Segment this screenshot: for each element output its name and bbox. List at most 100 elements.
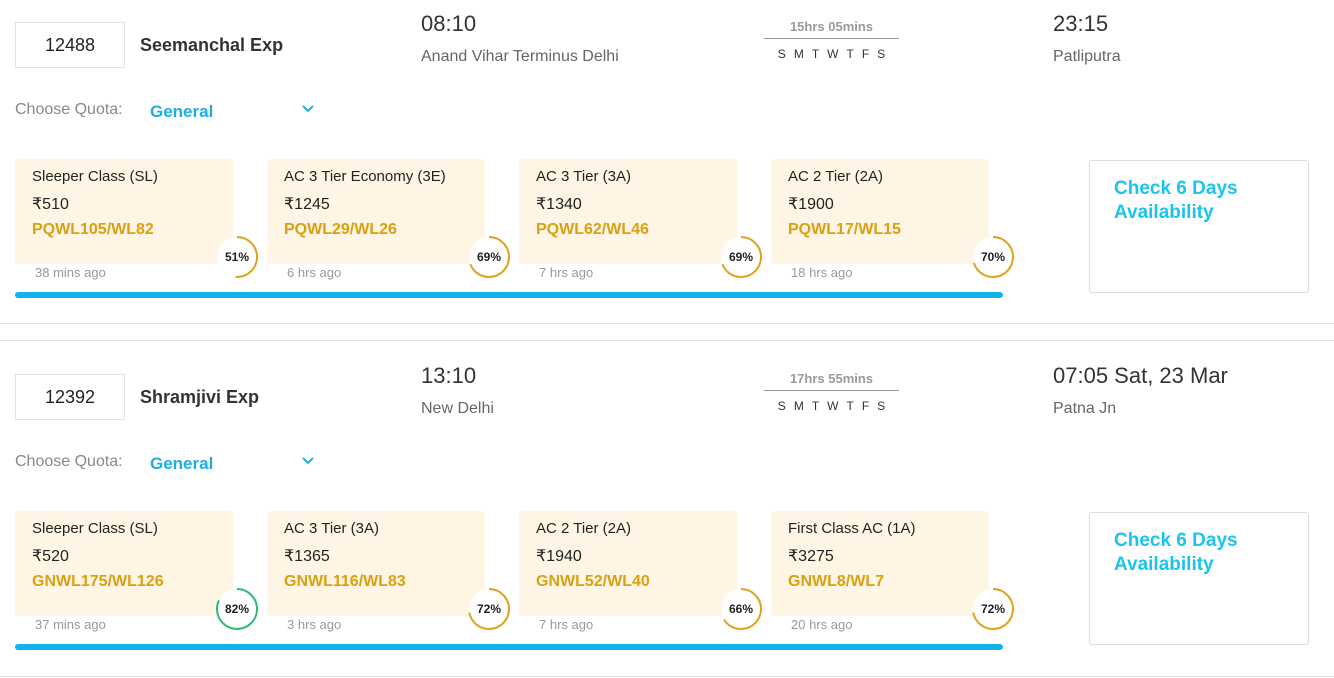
day: S [777, 399, 786, 413]
class-name: AC 2 Tier (2A) [788, 168, 884, 185]
train-number[interactable]: 12488 [15, 22, 125, 68]
departure-time: 08:10 [421, 11, 477, 36]
divider [0, 340, 1334, 341]
probability-text: 82% [224, 602, 250, 616]
class-card[interactable]: AC 2 Tier (2A) ₹1900 PQWL17/WL15 [771, 159, 989, 264]
chevron-down-icon[interactable] [301, 101, 315, 117]
probability-arc [468, 236, 510, 278]
confirm-probability-ring: 51% [214, 234, 260, 280]
day: S [777, 47, 786, 61]
class-card[interactable]: AC 2 Tier (2A) ₹1940 GNWL52/WL40 [519, 511, 737, 616]
day: T [811, 47, 820, 61]
quota-label: Choose Quota: [15, 101, 123, 118]
class-name: Sleeper Class (SL) [32, 168, 158, 185]
class-card[interactable]: AC 3 Tier Economy (3E) ₹1245 PQWL29/WL26 [267, 159, 485, 264]
class-price: ₹1245 [284, 196, 330, 213]
probability-text: 51% [224, 250, 250, 264]
day: W [827, 399, 839, 413]
progress-bar [15, 644, 1003, 650]
check-availability-button[interactable]: Check 6 Days Availability [1089, 160, 1309, 293]
availability-status: GNWL8/WL7 [788, 573, 884, 590]
probability-arc [972, 236, 1014, 278]
probability-text: 72% [476, 602, 502, 616]
probability-text: 69% [728, 250, 754, 264]
train-name[interactable]: Seemanchal Exp [140, 35, 284, 55]
day: S [877, 399, 886, 413]
quota-select[interactable]: General [150, 454, 214, 473]
availability-status: GNWL116/WL83 [284, 573, 406, 590]
train-number[interactable]: 12392 [15, 374, 125, 420]
progress-bar [15, 292, 1003, 298]
class-card[interactable]: AC 3 Tier (3A) ₹1340 PQWL62/WL46 [519, 159, 737, 264]
check-availability-button[interactable]: Check 6 Days Availability [1089, 512, 1309, 645]
probability-text: 70% [980, 250, 1006, 264]
confirm-probability-ring: 70% [970, 234, 1016, 280]
confirm-probability-ring: 66% [718, 586, 764, 632]
class-price: ₹1340 [536, 196, 582, 213]
arrival-time: 07:05 Sat, 23 Mar [1053, 363, 1228, 388]
departure-time: 13:10 [421, 363, 477, 388]
quota-select[interactable]: General [150, 102, 214, 121]
class-card[interactable]: First Class AC (1A) ₹3275 GNWL8/WL7 [771, 511, 989, 616]
day: T [811, 399, 820, 413]
updated-time: 3 hrs ago [287, 617, 342, 632]
confirm-probability-ring: 69% [466, 234, 512, 280]
quota-label: Choose Quota: [15, 453, 123, 470]
class-card[interactable]: Sleeper Class (SL) ₹520 GNWL175/WL126 [15, 511, 233, 616]
divider [0, 676, 1334, 677]
class-card[interactable]: Sleeper Class (SL) ₹510 PQWL105/WL82 [15, 159, 233, 264]
class-name: First Class AC (1A) [788, 520, 916, 537]
probability-arc [972, 588, 1014, 630]
class-name: AC 3 Tier (3A) [536, 168, 632, 185]
arrival-time: 23:15 [1053, 11, 1109, 36]
probability-arc [720, 236, 762, 278]
probability-arc [720, 588, 762, 630]
confirm-probability-ring: 72% [970, 586, 1016, 632]
availability-status: PQWL17/WL15 [788, 221, 901, 238]
availability-status: GNWL175/WL126 [32, 573, 164, 590]
class-price: ₹3275 [788, 548, 834, 565]
availability-status: GNWL52/WL40 [536, 573, 650, 590]
updated-time: 7 hrs ago [539, 265, 594, 280]
arrival-station: Patliputra [1053, 48, 1121, 65]
class-name: Sleeper Class (SL) [32, 520, 158, 537]
class-card[interactable]: AC 3 Tier (3A) ₹1365 GNWL116/WL83 [267, 511, 485, 616]
day: W [827, 47, 839, 61]
day: S [877, 47, 886, 61]
day: T [846, 47, 854, 61]
confirm-probability-ring: 82% [214, 586, 260, 632]
day: T [846, 399, 854, 413]
day: M [793, 399, 804, 413]
updated-time: 20 hrs ago [791, 617, 853, 632]
class-price: ₹1365 [284, 548, 330, 565]
class-price: ₹1900 [788, 196, 834, 213]
arrival-station: Patna Jn [1053, 400, 1117, 417]
departure-station: Anand Vihar Terminus Delhi [421, 48, 619, 65]
day: M [793, 47, 804, 61]
availability-status: PQWL62/WL46 [536, 221, 649, 238]
divider [0, 323, 1334, 324]
class-name: AC 3 Tier (3A) [284, 520, 380, 537]
probability-arc [468, 588, 510, 630]
availability-status: PQWL105/WL82 [32, 221, 154, 238]
probability-arc [216, 588, 258, 630]
class-price: ₹520 [32, 548, 69, 565]
train-card: 12488 Seemanchal Exp 08:10 Anand Vihar T… [0, 0, 1334, 323]
probability-text: 72% [980, 602, 1006, 616]
updated-time: 6 hrs ago [287, 265, 342, 280]
confirm-probability-ring: 72% [466, 586, 512, 632]
probability-text: 66% [728, 602, 754, 616]
class-price: ₹1940 [536, 548, 582, 565]
updated-time: 18 hrs ago [791, 265, 853, 280]
updated-time: 37 mins ago [35, 617, 106, 632]
class-price: ₹510 [32, 196, 69, 213]
class-name: AC 2 Tier (2A) [536, 520, 632, 537]
duration: 17hrs 55mins [764, 371, 899, 391]
updated-time: 38 mins ago [35, 265, 106, 280]
train-card: 12392 Shramjivi Exp 13:10 New Delhi 17hr… [0, 352, 1334, 675]
probability-text: 69% [476, 250, 502, 264]
availability-status: PQWL29/WL26 [284, 221, 397, 238]
chevron-down-icon[interactable] [301, 453, 315, 469]
train-name[interactable]: Shramjivi Exp [140, 387, 260, 407]
